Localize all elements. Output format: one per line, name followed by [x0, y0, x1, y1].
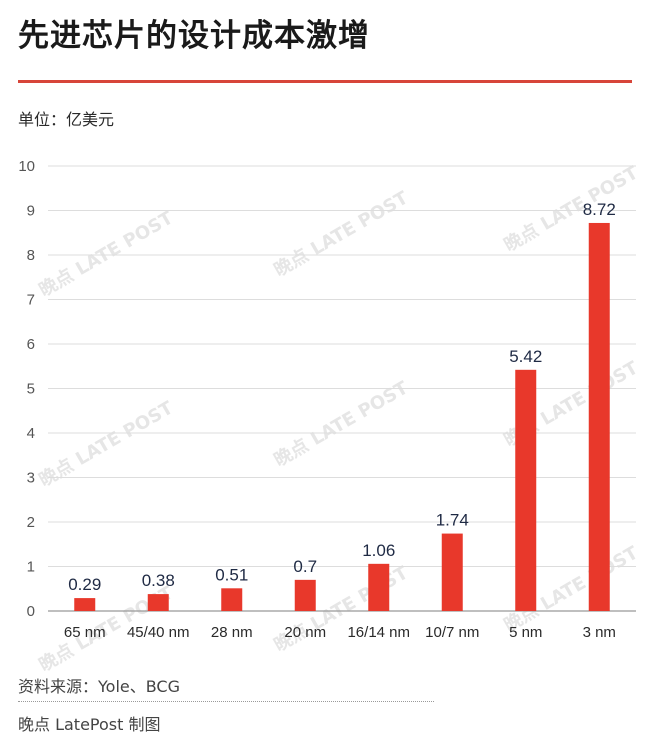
- y-tick-label: 7: [27, 292, 35, 309]
- bar: [221, 588, 243, 611]
- x-tick-label: 3 nm: [583, 624, 616, 641]
- x-tick-label: 5 nm: [509, 624, 542, 641]
- bar-value-label: 0.51: [215, 565, 248, 584]
- title-divider: [18, 80, 632, 83]
- bar: [74, 598, 96, 611]
- x-tick-label: 65 nm: [64, 624, 106, 641]
- y-tick-label: 10: [18, 158, 35, 175]
- chart-title: 先进芯片的设计成本激增: [18, 18, 370, 54]
- footer-divider: [18, 701, 434, 702]
- bar-value-label: 0.38: [142, 571, 175, 590]
- bar: [368, 563, 390, 611]
- credit-note: 晚点 LatePost 制图: [18, 715, 161, 734]
- bar: [294, 579, 316, 611]
- bar: [441, 533, 463, 611]
- y-tick-label: 2: [27, 514, 35, 531]
- bar-value-label: 0.29: [68, 575, 101, 594]
- bar-value-label: 0.7: [293, 557, 317, 576]
- bar: [147, 594, 169, 611]
- x-tick-label: 20 nm: [284, 624, 326, 641]
- bar-value-label: 5.42: [509, 347, 542, 366]
- y-tick-label: 3: [27, 470, 35, 487]
- y-tick-label: 8: [27, 247, 35, 264]
- y-tick-label: 6: [27, 336, 35, 353]
- y-tick-label: 5: [27, 381, 35, 398]
- x-tick-label: 10/7 nm: [425, 624, 479, 641]
- bar: [588, 222, 610, 611]
- x-tick-label: 28 nm: [211, 624, 253, 641]
- bar: [515, 369, 537, 611]
- y-tick-label: 1: [27, 559, 35, 576]
- y-tick-label: 9: [27, 203, 35, 220]
- y-tick-label: 0: [27, 603, 35, 620]
- bar-value-label: 1.06: [362, 541, 395, 560]
- x-tick-label: 16/14 nm: [347, 624, 410, 641]
- bar-value-label: 8.72: [583, 200, 616, 219]
- source-note: 资料来源：Yole、BCG: [18, 677, 180, 696]
- bar-value-label: 1.74: [436, 511, 469, 530]
- bar-chart: 0 1 2 3 4 5 6 7 8 9 10 0.29 65 nm 0.38 45/40 nm 0.51 28 …: [18, 158, 636, 641]
- unit-label: 单位：亿美元: [18, 110, 115, 129]
- x-tick-label: 45/40 nm: [127, 624, 190, 641]
- y-tick-label: 4: [27, 425, 35, 442]
